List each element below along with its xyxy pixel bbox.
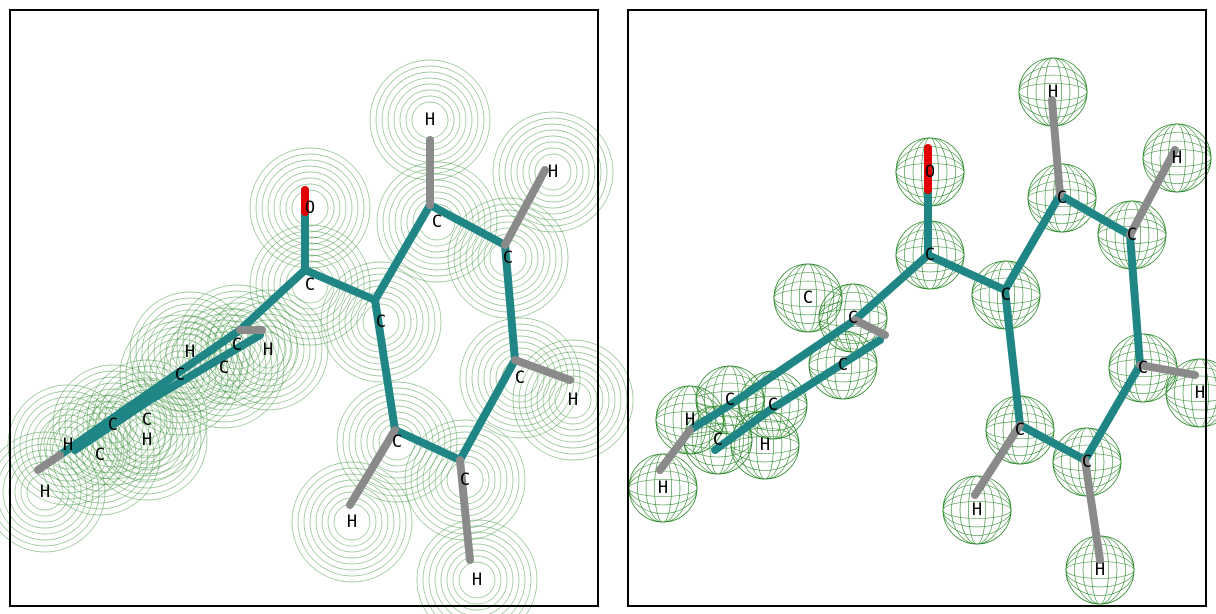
atom-label: H [1172, 148, 1182, 168]
figure: OCHHCCCCHCCHHHCHCCCCHHCHOCHHCCCCHCCHHCCC… [0, 0, 1216, 614]
atom-label: C [392, 432, 402, 452]
atom-label: C [232, 335, 242, 355]
bond [350, 430, 395, 505]
bond [1052, 100, 1060, 195]
atom-label: C [376, 312, 386, 332]
atom-label: C [725, 390, 735, 410]
atom-label: C [175, 365, 185, 385]
density-mesh [629, 58, 1216, 604]
contour [417, 520, 537, 614]
atom-label: C [838, 355, 848, 375]
bond [1005, 195, 1060, 290]
atom-label: H [548, 162, 558, 182]
atom-label: H [1048, 82, 1058, 102]
bond [975, 425, 1020, 495]
atom-label: H [142, 430, 152, 450]
atom-label: C [95, 445, 105, 465]
atom-label: O [305, 198, 315, 218]
atom-label: C [713, 430, 723, 450]
atom-label: H [1095, 560, 1105, 580]
atom-label: C [432, 212, 442, 232]
atom-label: C [305, 275, 315, 295]
bond [460, 360, 515, 460]
atom-label: H [185, 342, 195, 362]
atom-label: C [1138, 358, 1148, 378]
bond [1005, 290, 1020, 425]
bond [855, 255, 928, 320]
atom-label: C [1015, 420, 1025, 440]
bond [240, 270, 305, 330]
atom-label: C [848, 308, 858, 328]
atom-label: C [925, 245, 935, 265]
atom-label: C [142, 410, 152, 430]
atom-label: C [1127, 225, 1137, 245]
atom-label: O [925, 162, 935, 182]
bond [1130, 150, 1175, 235]
density-contours [0, 60, 633, 614]
atom-label: C [1057, 188, 1067, 208]
bond [1130, 235, 1140, 365]
bond [1060, 195, 1130, 235]
atom-label: H [760, 435, 770, 455]
atom-label: H [685, 410, 695, 430]
atom-label: H [658, 478, 668, 498]
atom-label: C [803, 288, 813, 308]
atom-label: H [425, 110, 435, 130]
atom-label: H [1195, 383, 1205, 403]
atom-label: C [219, 358, 229, 378]
right-panel-frame [628, 10, 1206, 606]
atom-label: H [63, 435, 73, 455]
atom-label: C [108, 415, 118, 435]
atom-label: H [972, 500, 982, 520]
atom-label: H [472, 570, 482, 590]
atom-label: C [1082, 452, 1092, 472]
bond [1140, 365, 1195, 375]
atom-label: C [768, 395, 778, 415]
atom-label: H [263, 340, 273, 360]
atom-label: H [40, 482, 50, 502]
atom-label: H [568, 390, 578, 410]
atom-label: C [503, 248, 513, 268]
bond [305, 270, 375, 300]
atom-label: C [1001, 285, 1011, 305]
atom-label: H [347, 512, 357, 532]
page: OCHHCCCCHCCHHHCHCCCCHHCHOCHHCCCCHCCHHCCC… [0, 0, 1216, 614]
bond [505, 170, 545, 245]
atom-label: C [515, 368, 525, 388]
atom-label: C [460, 470, 470, 490]
